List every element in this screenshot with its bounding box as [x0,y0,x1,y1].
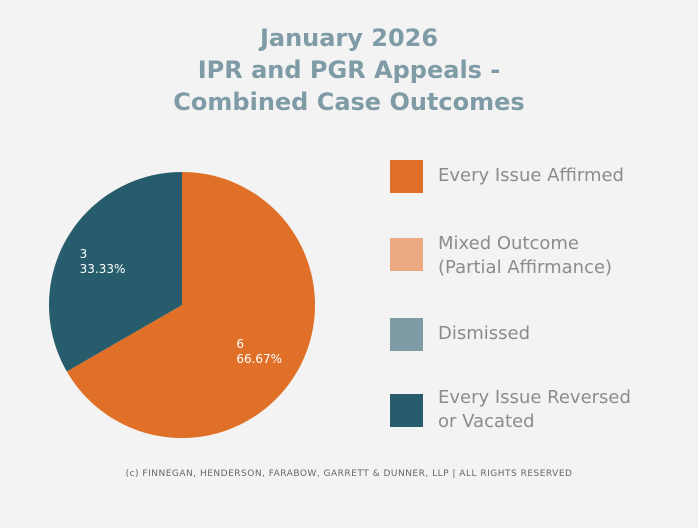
legend-label-reversed: Every Issue Reversed or Vacated [438,386,631,434]
chart-title: January 2026 IPR and PGR Appeals - Combi… [0,22,698,118]
legend-swatch-reversed [390,394,423,427]
legend-label-mixed-line-2: (Partial Affirmance) [438,257,613,278]
legend-swatch-mixed [390,238,423,271]
legend-label-dismissed-line-1: Dismissed [438,323,531,344]
legend-label-reversed-line-1: Every Issue Reversed [438,387,631,408]
slice-percent-reversed: 33.33% [80,262,126,276]
slice-label-affirmed: 6 66.67% [236,337,282,366]
copyright-footer: (c) FINNEGAN, HENDERSON, FARABOW, GARRET… [125,469,573,479]
legend-label-affirmed-line-1: Every Issue Affirmed [438,165,624,186]
legend-label-mixed-line-1: Mixed Outcome [438,233,580,254]
legend-swatch-dismissed [390,318,423,351]
legend-label-dismissed: Dismissed [438,322,530,346]
slice-value-reversed: 3 [80,247,88,261]
title-line-3: Combined Case Outcomes [173,88,525,116]
slice-value-affirmed: 6 [236,337,244,351]
slice-percent-affirmed: 66.67% [236,352,282,366]
title-line-1: January 2026 [259,24,439,52]
pie-slice-affirmed [66,172,315,438]
legend-label-reversed-line-2: or Vacated [438,411,535,432]
pie-slice-reversed [48,172,182,372]
title-line-2: IPR and PGR Appeals - [197,56,501,84]
legend-label-mixed: Mixed Outcome (Partial Affirmance) [438,232,612,280]
legend-label-affirmed: Every Issue Affirmed [438,164,624,188]
legend-swatch-affirmed [390,160,423,193]
slice-label-reversed: 3 33.33% [80,247,126,276]
